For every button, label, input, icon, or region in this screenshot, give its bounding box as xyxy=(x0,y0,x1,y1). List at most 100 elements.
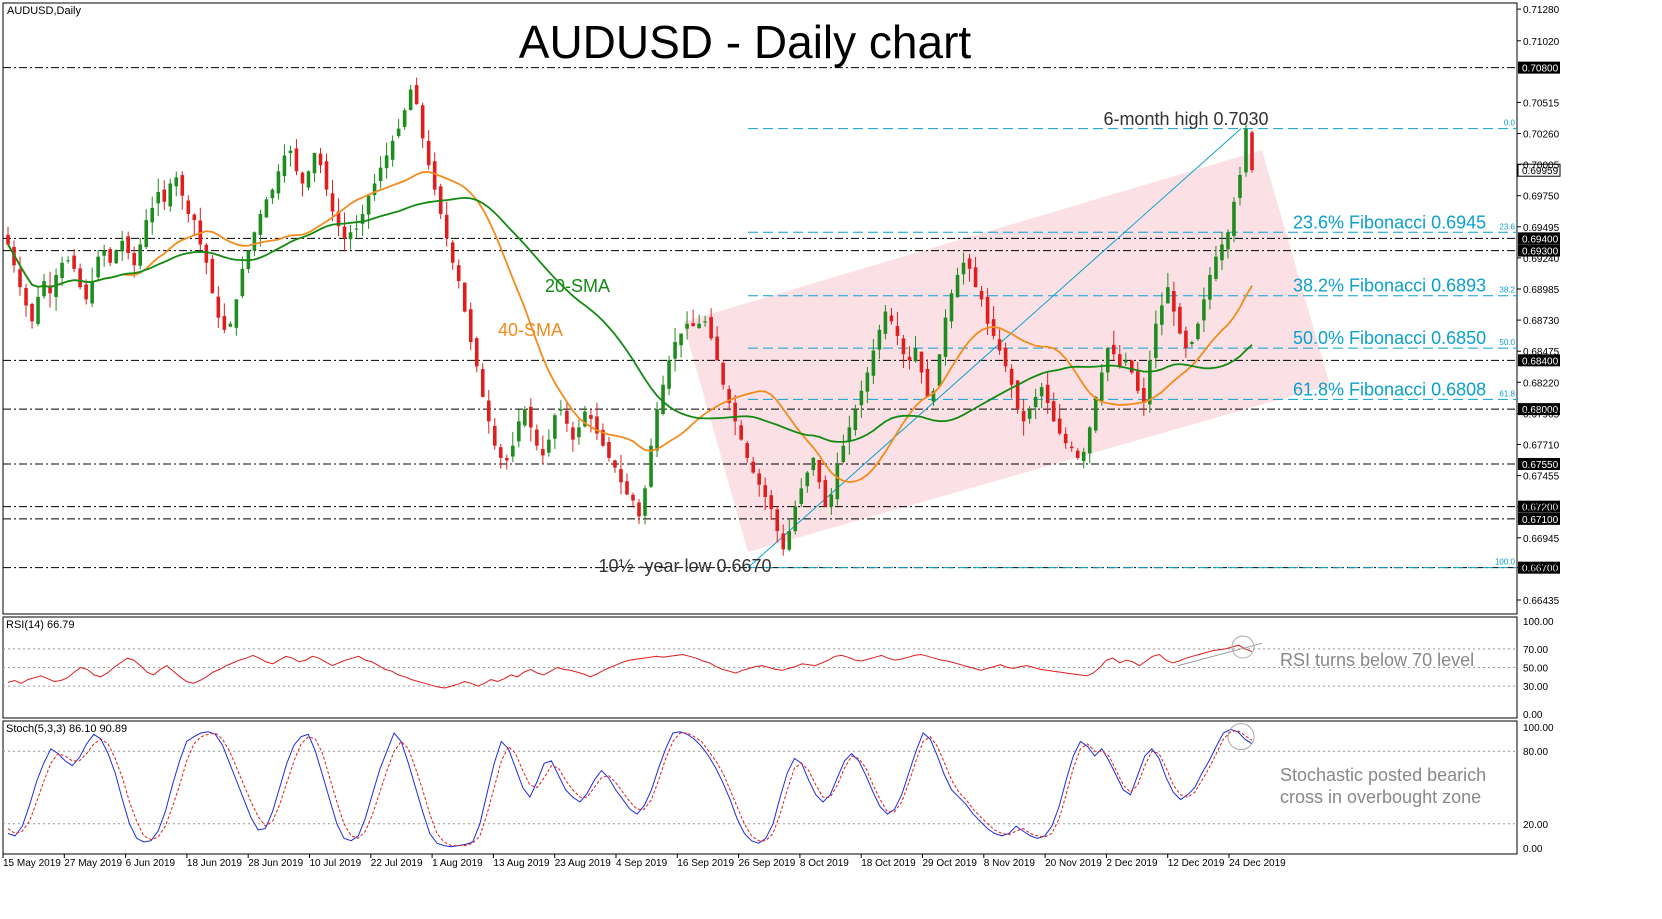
price-tick-label: 0.69750 xyxy=(1523,192,1560,203)
level-tag-label: 0.69400 xyxy=(1522,234,1559,245)
annotation-high: 6-month high 0.7030 xyxy=(1103,109,1268,129)
candle-body xyxy=(643,488,647,516)
candle-body xyxy=(535,429,539,446)
main-pane xyxy=(2,2,1518,615)
fib-small-label: 61.8 xyxy=(1499,389,1515,398)
candle-body xyxy=(829,494,834,507)
candle-body xyxy=(1172,291,1176,312)
candle-body xyxy=(474,338,479,367)
level-tag xyxy=(1518,561,1560,574)
candle-body xyxy=(6,234,10,245)
date-tick-label: 20 Nov 2019 xyxy=(1045,858,1102,869)
candle-body xyxy=(679,333,683,346)
candle-body xyxy=(1081,451,1086,462)
candle-body xyxy=(703,321,707,323)
candle-body xyxy=(1003,347,1008,367)
candle-body xyxy=(1154,323,1158,358)
level-tag-label: 0.70800 xyxy=(1522,64,1559,75)
candle-body xyxy=(823,480,828,507)
candle-body xyxy=(342,226,347,239)
candle-body xyxy=(1190,342,1194,345)
price-tick-label: 0.71020 xyxy=(1523,37,1560,48)
date-tick-label: 8 Oct 2019 xyxy=(800,858,849,869)
candle-body xyxy=(757,473,762,485)
candle-body xyxy=(937,354,942,386)
rsi-note: RSI turns below 70 level xyxy=(1280,650,1474,670)
level-tag-label: 0.68000 xyxy=(1522,405,1559,416)
rsi-tick-label: 100.00 xyxy=(1523,617,1554,628)
candle-body xyxy=(547,439,551,453)
candle-body xyxy=(1093,396,1098,431)
candle-body xyxy=(895,326,900,336)
annotation-sma40: 40-SMA xyxy=(498,320,563,340)
candle-body xyxy=(162,189,167,202)
level-tag-label: 0.66700 xyxy=(1522,564,1559,575)
candle-body xyxy=(967,258,972,269)
candle-body xyxy=(432,161,437,190)
price-tick-label: 0.71280 xyxy=(1523,5,1560,16)
candle-body xyxy=(667,360,671,389)
candle-body xyxy=(775,509,780,532)
rsi-label: RSI(14) 66.79 xyxy=(6,619,74,631)
candle-body xyxy=(78,268,82,288)
candle-body xyxy=(661,384,665,414)
candle-body xyxy=(306,171,311,188)
candle-body xyxy=(625,481,629,495)
candle-body xyxy=(1250,132,1254,171)
date-tick-label: 1 Aug 2019 xyxy=(432,858,483,869)
candle-body xyxy=(781,533,786,550)
candle-body xyxy=(745,443,749,458)
candle-body xyxy=(1075,450,1080,458)
fib-small-label: 23.6 xyxy=(1499,222,1515,231)
candle-body xyxy=(90,281,94,304)
candle-body xyxy=(835,463,840,500)
candle-body xyxy=(607,441,611,458)
candle-body xyxy=(751,461,755,473)
stoch-k-line xyxy=(7,728,1253,848)
candle-body xyxy=(168,183,173,207)
candle-body xyxy=(288,150,293,154)
candle-body xyxy=(973,267,978,288)
candle-body xyxy=(324,161,329,190)
candle-body xyxy=(156,192,161,204)
candle-body xyxy=(601,429,605,446)
fib-small-label: 50.0 xyxy=(1499,338,1515,347)
date-tick-label: 15 May 2019 xyxy=(3,858,61,869)
level-tag xyxy=(1518,403,1560,416)
candle-body xyxy=(1099,372,1104,401)
sma-40-line xyxy=(7,170,1253,483)
rsi-trend-line xyxy=(1177,642,1263,667)
candle-body xyxy=(553,415,557,439)
date-tick-label: 22 Jul 2019 xyxy=(371,858,423,869)
candle-body xyxy=(889,315,894,322)
price-axis: 0.71280 0.71020 0.70515 0.70260 0.70005 0.697… xyxy=(1517,5,1560,607)
candle-body xyxy=(1069,446,1074,449)
price-tick-label: 0.68475 xyxy=(1523,347,1560,358)
rsi-tick-label: 30.00 xyxy=(1523,682,1548,693)
candle-body xyxy=(450,242,455,263)
candle-body xyxy=(492,425,497,446)
rsi-tick-label: 50.00 xyxy=(1523,664,1548,675)
candle-body xyxy=(997,339,1002,351)
candle-body xyxy=(30,303,34,322)
candle-body xyxy=(1105,348,1110,373)
candle-body xyxy=(84,284,88,300)
candle-body xyxy=(42,281,46,297)
candle-body xyxy=(1087,427,1092,454)
date-tick-label: 16 Sep 2019 xyxy=(677,858,734,869)
candle-body xyxy=(258,213,263,235)
candle-body xyxy=(865,372,870,392)
candle-body xyxy=(18,269,22,288)
candle-body xyxy=(72,255,76,269)
candle-body xyxy=(1021,410,1026,422)
candle-body xyxy=(511,445,515,457)
candle-body xyxy=(300,172,305,184)
candle-body xyxy=(336,211,341,227)
candle-body xyxy=(480,369,485,397)
candle-body xyxy=(114,250,118,264)
candle-body xyxy=(234,299,239,328)
candle-body xyxy=(1027,409,1032,419)
date-tick-label: 24 Dec 2019 xyxy=(1229,858,1286,869)
candle-body xyxy=(793,506,798,532)
candle-body xyxy=(1160,305,1164,325)
